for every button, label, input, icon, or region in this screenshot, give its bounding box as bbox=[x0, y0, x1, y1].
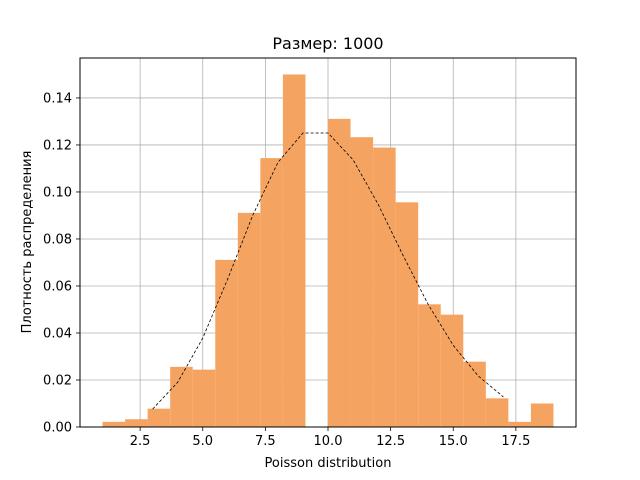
x-tick-label: 15.0 bbox=[439, 434, 468, 449]
histogram-bar bbox=[508, 421, 531, 427]
histogram-bar bbox=[395, 202, 419, 427]
x-tick-label: 5.0 bbox=[192, 434, 213, 449]
histogram-bar bbox=[530, 403, 554, 427]
histogram-bar bbox=[215, 259, 238, 427]
histogram-bar bbox=[147, 408, 171, 427]
y-axis-label: Плотность распределения bbox=[20, 151, 35, 334]
histogram-bar bbox=[485, 398, 509, 427]
histogram-bar bbox=[373, 147, 396, 428]
histogram-bar bbox=[170, 366, 193, 427]
histogram-bar bbox=[463, 361, 486, 427]
y-tick-label: 0.08 bbox=[43, 232, 72, 247]
y-tick-label: 0.14 bbox=[43, 91, 72, 106]
y-tick-label: 0.04 bbox=[43, 326, 72, 341]
y-tick-label: 0.06 bbox=[43, 279, 72, 294]
histogram-bar bbox=[102, 421, 126, 427]
histogram-bar bbox=[350, 137, 374, 427]
x-tick-label: 17.5 bbox=[501, 434, 530, 449]
y-tick-label: 0.10 bbox=[43, 185, 72, 200]
pmf-line bbox=[152, 132, 504, 410]
y-axis-ticks: 0.00 0.02 0.04 0.06 0.08 0.10 0.12 0.14 bbox=[43, 91, 80, 436]
histogram-bar bbox=[237, 212, 261, 427]
histogram-bar bbox=[328, 118, 351, 428]
x-tick-label: 2.5 bbox=[130, 434, 151, 449]
histogram-bar bbox=[125, 419, 148, 427]
x-tick-label: 7.5 bbox=[255, 434, 276, 449]
y-tick-label: 0.12 bbox=[43, 138, 72, 153]
x-axis-label: Poisson distribution bbox=[265, 456, 392, 471]
histogram-bar bbox=[260, 158, 283, 427]
x-tick-label: 10.0 bbox=[314, 434, 343, 449]
histogram-bar bbox=[282, 74, 306, 427]
y-tick-label: 0.02 bbox=[43, 373, 72, 388]
y-tick-label: 0.00 bbox=[43, 421, 72, 436]
histogram-bars bbox=[102, 74, 554, 428]
x-axis-ticks: 2.5 5.0 7.5 10.0 12.5 15.0 17.5 bbox=[130, 427, 530, 449]
x-tick-label: 12.5 bbox=[376, 434, 405, 449]
chart-title: Размер: 1000 bbox=[272, 34, 383, 53]
histogram-bar bbox=[418, 304, 441, 427]
histogram-bar bbox=[192, 369, 216, 427]
histogram-bar bbox=[440, 314, 464, 427]
